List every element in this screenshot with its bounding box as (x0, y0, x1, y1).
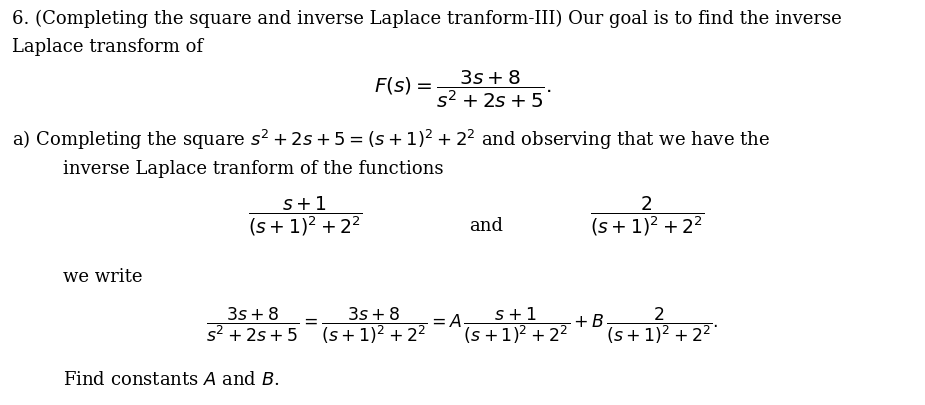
Text: $\dfrac{2}{(s+1)^2+2^2}$: $\dfrac{2}{(s+1)^2+2^2}$ (590, 194, 705, 238)
Text: Laplace transform of: Laplace transform of (12, 38, 203, 56)
Text: we write: we write (63, 267, 142, 285)
Text: $\dfrac{3s+8}{s^2+2s+5} = \dfrac{3s+8}{(s+1)^2+2^2} = A\,\dfrac{s+1}{(s+1)^2+2^2: $\dfrac{3s+8}{s^2+2s+5} = \dfrac{3s+8}{(… (206, 304, 719, 345)
Text: and: and (469, 217, 502, 235)
Text: inverse Laplace tranform of the functions: inverse Laplace tranform of the function… (63, 160, 443, 177)
Text: 6. (Completing the square and inverse Laplace tranform-III) Our goal is to find : 6. (Completing the square and inverse La… (12, 10, 842, 28)
Text: Find constants $\mathit{A}$ and $\mathit{B}$.: Find constants $\mathit{A}$ and $\mathit… (63, 370, 279, 388)
Text: $\dfrac{s+1}{(s+1)^2+2^2}$: $\dfrac{s+1}{(s+1)^2+2^2}$ (248, 194, 363, 238)
Text: $\mathit{F}(s) = \dfrac{3s+8}{s^2+2s+5}.$: $\mathit{F}(s) = \dfrac{3s+8}{s^2+2s+5}.… (374, 68, 551, 109)
Text: a) Completing the square $s^2 + 2s + 5 = (s+1)^2 + 2^2$ and observing that we ha: a) Completing the square $s^2 + 2s + 5 =… (12, 128, 770, 152)
